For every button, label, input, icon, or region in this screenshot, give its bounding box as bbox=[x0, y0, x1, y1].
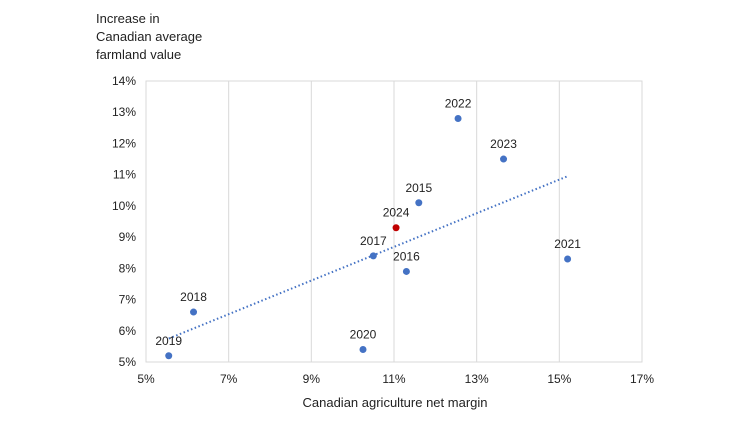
point-label-2019: 2019 bbox=[155, 334, 182, 348]
point-label-2021: 2021 bbox=[554, 237, 581, 251]
y-tick-label: 9% bbox=[119, 230, 137, 244]
x-tick-label: 17% bbox=[630, 372, 654, 386]
point-label-2018: 2018 bbox=[180, 290, 207, 304]
y-axis-ticks: 5% 6% 7% 8% 9% 10% 11% 12% 13% 14% bbox=[112, 74, 136, 369]
y-axis-title-line-3: farmland value bbox=[96, 47, 182, 62]
data-point-2015 bbox=[415, 199, 423, 207]
data-point-2023 bbox=[500, 155, 508, 163]
data-point-2021 bbox=[564, 255, 572, 263]
point-label-2020: 2020 bbox=[350, 328, 377, 342]
data-point-2017 bbox=[369, 252, 377, 260]
data-point-2022 bbox=[454, 114, 462, 122]
point-label-2022: 2022 bbox=[445, 96, 472, 110]
y-tick-label: 6% bbox=[119, 324, 137, 338]
point-labels: 2015 2016 2017 2018 2019 2020 2021 2022 2023 2024 bbox=[155, 96, 581, 347]
data-point-2020 bbox=[359, 346, 367, 354]
y-tick-label: 11% bbox=[113, 168, 136, 182]
data-point-2016 bbox=[402, 267, 410, 275]
x-tick-label: 7% bbox=[220, 372, 238, 386]
point-label-2017: 2017 bbox=[360, 234, 387, 248]
x-axis-title: Canadian agriculture net margin bbox=[303, 395, 488, 410]
point-label-2023: 2023 bbox=[490, 137, 517, 151]
y-tick-label: 8% bbox=[119, 261, 137, 275]
y-axis-title-line-2: Canadian average bbox=[96, 29, 203, 44]
gridlines bbox=[228, 81, 560, 362]
x-tick-label: 13% bbox=[465, 372, 489, 386]
x-tick-label: 11% bbox=[382, 372, 405, 386]
y-tick-label: 10% bbox=[112, 199, 136, 213]
x-tick-label: 9% bbox=[303, 372, 321, 386]
data-point-2019 bbox=[165, 352, 173, 360]
x-axis-ticks: 5% 7% 9% 11% 13% 15% 17% bbox=[137, 372, 654, 386]
y-axis-title: Increase in Canadian average farmland va… bbox=[96, 10, 202, 64]
data-point-2024 bbox=[392, 224, 400, 232]
y-tick-label: 12% bbox=[112, 136, 136, 150]
y-axis-title-line-1: Increase in bbox=[96, 11, 160, 26]
point-label-2016: 2016 bbox=[393, 249, 420, 263]
y-tick-label: 13% bbox=[112, 105, 136, 119]
point-label-2024: 2024 bbox=[383, 206, 410, 220]
y-tick-label: 7% bbox=[119, 293, 137, 307]
y-tick-label: 5% bbox=[119, 355, 137, 369]
x-tick-label: 15% bbox=[547, 372, 571, 386]
data-point-2018 bbox=[190, 308, 198, 316]
y-tick-label: 14% bbox=[112, 74, 136, 88]
x-tick-label: 5% bbox=[137, 372, 155, 386]
data-points bbox=[165, 114, 572, 360]
point-label-2015: 2015 bbox=[405, 181, 432, 195]
plot-area-frame bbox=[145, 80, 643, 363]
